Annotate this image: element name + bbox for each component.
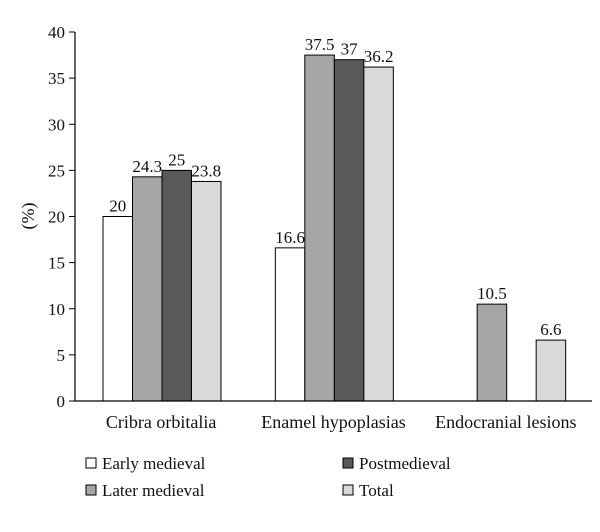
bar [304, 54, 335, 402]
legend-label: Postmedieval [359, 454, 451, 473]
data-label: 6.6 [540, 320, 561, 339]
y-tick-label: 35 [48, 69, 65, 88]
bar [333, 59, 365, 402]
data-label: 37 [341, 40, 359, 59]
legend-label: Total [359, 481, 394, 500]
y-tick-label: 30 [48, 115, 65, 134]
y-tick-label: 5 [57, 346, 66, 365]
y-axis-ticks: 0 5 10 15 20 25 30 35 40 [48, 23, 75, 411]
y-tick-label: 10 [48, 300, 65, 319]
data-label: 20 [109, 197, 126, 216]
y-axis-label: (%) [18, 203, 39, 230]
bars [102, 54, 567, 402]
data-label: 24.3 [132, 157, 162, 176]
axes [74, 32, 592, 402]
bar [161, 169, 192, 402]
y-tick-label: 20 [48, 208, 65, 227]
legend-swatch [85, 457, 97, 469]
y-tick-label: 40 [48, 23, 65, 42]
y-tick-label: 0 [57, 392, 66, 411]
category-label: Cribra orbitalia [106, 412, 216, 432]
bar [132, 176, 163, 402]
data-label: 16.6 [275, 228, 305, 247]
data-labels: 20 24.3 25 23.8 16.6 37.5 37 36.2 10.5 6.6 [109, 35, 561, 339]
data-label: 25 [168, 150, 185, 169]
data-label: 37.5 [305, 35, 335, 54]
data-label: 23.8 [191, 161, 221, 180]
category-label: Endocranial lesions [435, 412, 576, 432]
legend-swatch [342, 484, 354, 496]
legend-label: Early medieval [102, 454, 206, 473]
bar [274, 247, 306, 402]
legend-swatch [85, 484, 97, 496]
legend-label: Later medieval [102, 481, 205, 500]
legend: Early medieval Later medieval Postmedieval… [85, 454, 451, 500]
data-label: 36.2 [364, 47, 394, 66]
bar [476, 303, 508, 402]
data-label: 10.5 [477, 284, 507, 303]
bar [191, 180, 222, 402]
legend-swatch [342, 457, 354, 469]
y-tick-label: 25 [48, 161, 65, 180]
bar [102, 216, 133, 402]
bar [363, 66, 394, 402]
category-label: Enamel hypoplasias [261, 412, 405, 432]
y-tick-label: 15 [48, 254, 65, 273]
category-labels: Cribra orbitalia Enamel hypoplasias Endocr… [106, 412, 577, 432]
bar [535, 339, 567, 402]
